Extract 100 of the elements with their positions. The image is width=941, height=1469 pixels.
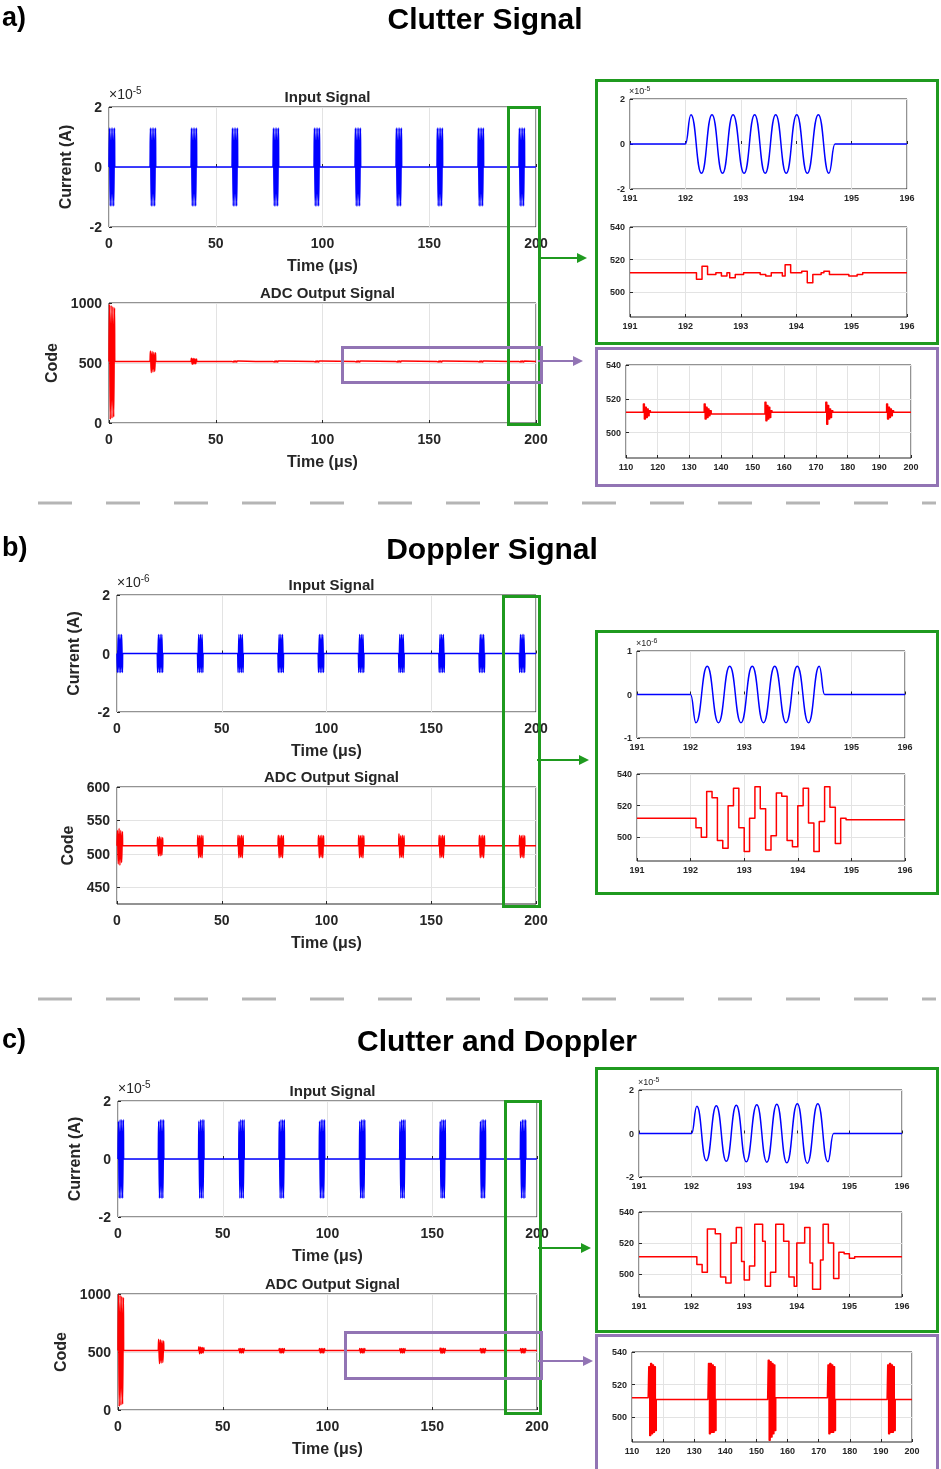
y-axis-title: Current (A) [64,611,82,696]
y-tick-label: 540 [609,222,625,232]
y-axis-title: Code [52,1331,70,1372]
x-tick-label: 193 [736,864,752,875]
y-tick-label: 520 [616,800,632,811]
x-axis-title: Time (μs) [287,452,358,470]
x-tick-label: 196 [894,1300,910,1311]
chart-title: Input Signal [289,1082,376,1099]
x-tick-label: 191 [629,864,645,875]
x-tick-label: 150 [419,720,444,736]
x-tick-label: 180 [840,461,856,472]
x-tick-label: 130 [686,1445,702,1456]
y-tick-label: 2 [628,1085,634,1095]
x-tick-label: 110 [618,461,634,472]
y-tick-label: 520 [611,1379,627,1390]
y-tick-label: 550 [86,812,111,829]
x-tick-label: 195 [843,741,859,752]
x-tick-label: 50 [214,1418,231,1434]
x-tick-label: 192 [683,864,699,875]
y-tick-label: 540 [611,1347,627,1357]
y-axis-title: Code [59,825,77,866]
y-tick-label: 500 [616,832,632,843]
x-tick-label: 192 [683,741,699,752]
x-tick-label: 191 [622,192,638,203]
x-tick-label: 150 [417,235,442,251]
x-tick-label: 196 [899,320,915,331]
y-tick-label: 2 [102,587,111,603]
x-tick-label: 150 [420,1225,445,1241]
x-tick-label: 191 [622,320,638,331]
x-axis-title: Time (μs) [292,1246,363,1264]
x-tick-label: 190 [871,461,887,472]
x-tick-label: 100 [314,720,339,736]
x-tick-label: 193 [733,320,749,331]
x-tick-label: 195 [844,192,860,203]
x-tick-label: 200 [524,431,548,447]
y-tick-label: 540 [618,1207,634,1217]
x-tick-label: 192 [677,192,693,203]
y-tick-label: 500 [618,1268,634,1279]
x-tick-label: 193 [733,192,749,203]
chart-title: ADC Output Signal [264,768,399,785]
x-tick-label: 170 [811,1445,827,1456]
x-tick-label: 193 [736,1180,752,1191]
x-axis-title: Time (μs) [291,933,362,951]
y-axis-title: Current (A) [65,1116,83,1202]
y-tick-label: 500 [609,287,625,298]
x-tick-label: 150 [419,912,444,928]
x-tick-label: 200 [524,912,548,928]
x-tick-label: 160 [780,1445,796,1456]
x-tick-label: 100 [314,912,339,928]
x-tick-label: 150 [745,461,761,472]
text: c) [2,1024,27,1055]
x-tick-label: 110 [624,1445,640,1456]
x-tick-label: 0 [113,720,122,736]
y-tick-label: -1 [623,733,632,743]
x-tick-label: 196 [899,192,915,203]
y-axis-title: Current (A) [56,124,74,210]
y-tick-label: -2 [98,1209,112,1225]
x-tick-label: 194 [789,1300,805,1311]
y-tick-label: 0 [103,1402,112,1418]
y-tick-label: 0 [103,1151,112,1167]
x-tick-label: 195 [844,320,860,331]
x-tick-label: 194 [790,741,806,752]
line-series [638,1102,903,1165]
x-tick-label: 150 [417,431,442,447]
text: Clutter and Doppler [356,1024,638,1058]
y-tick-label: 520 [618,1237,634,1248]
y-tick-label: 0 [102,645,111,662]
x-axis-title: Time (μs) [291,741,362,759]
y-tick-label: 0 [626,689,632,700]
y-tick-label: 600 [86,779,111,795]
y-tick-label: 0 [94,159,103,175]
x-tick-label: 195 [841,1180,857,1191]
y-tick-label: 500 [86,845,111,862]
chart-title: ADC Output Signal [265,1275,400,1292]
x-tick-label: 194 [788,192,804,203]
x-tick-label: 0 [114,1418,123,1434]
y-tick-label: 1 [626,646,632,656]
x-tick-label: 200 [525,1418,549,1434]
x-tick-label: 50 [207,431,224,447]
y-tick-label: 2 [619,94,625,104]
y-tick-label: 0 [619,139,625,149]
x-tick-label: 170 [808,461,824,472]
x-tick-label: 50 [213,720,230,736]
y-tick-label: 540 [605,360,621,370]
x-tick-label: 192 [684,1180,700,1191]
x-tick-label: 193 [736,1300,752,1311]
y-tick-label: 500 [605,427,621,438]
x-tick-label: 200 [904,1445,920,1456]
y-tick-label: 500 [87,1344,112,1360]
x-tick-label: 191 [629,741,645,752]
x-tick-label: 50 [214,1225,231,1241]
x-tick-label: 120 [650,461,666,472]
line-series [117,1119,538,1199]
text: Clutter Signal [387,2,583,36]
y-tick-label: -2 [89,219,103,235]
y-tick-label: 0 [94,415,103,431]
y-tick-label: 520 [609,254,625,265]
chart-title: Input Signal [288,576,375,593]
line-series [117,1293,538,1408]
x-axis-title: Time (μs) [287,256,358,274]
